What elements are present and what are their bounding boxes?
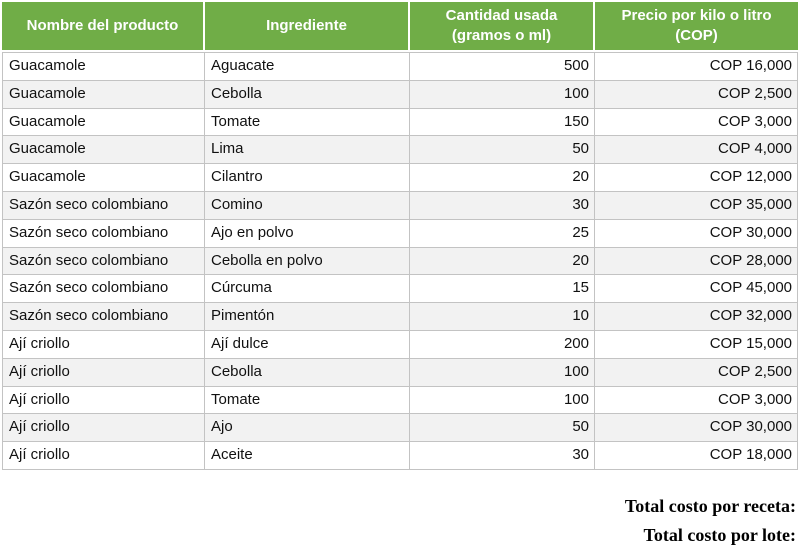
cell-ingrediente: Cebolla	[205, 80, 410, 108]
cell-producto: Guacamole	[3, 53, 205, 80]
cell-ingrediente: Pimentón	[205, 303, 410, 330]
cell-precio: COP 35,000	[709, 195, 792, 213]
cell-cantidad: 10	[410, 303, 595, 330]
total-receta-label: Total costo por receta:	[624, 496, 796, 516]
table-row: Sazón seco colombiano Pimentón 10 COP 32…	[3, 303, 797, 331]
table-row: Ají criollo Ajo 50 COP 30,000	[3, 414, 797, 443]
cell-ingrediente: Tomate	[205, 108, 410, 136]
cell-precio: COP 15,000	[709, 334, 792, 352]
cell-producto: Sazón seco colombiano	[3, 219, 205, 247]
cell-cantidad: 30	[410, 442, 595, 469]
cell-cantidad: 15	[410, 275, 595, 303]
column-header-precio: Precio por kilo o litro (COP)	[595, 2, 798, 50]
cell-precio: COP 4,000	[718, 140, 792, 158]
cell-precio: COP 12,000	[709, 168, 792, 186]
table-row: Guacamole Aguacate 500 COP 16,000	[3, 53, 797, 81]
cell-ingrediente: Cebolla en polvo	[205, 247, 410, 275]
cell-cantidad: 100	[410, 386, 595, 414]
table-body: Guacamole Aguacate 500 COP 16,000 Guacam…	[2, 52, 798, 470]
cell-ingrediente: Cebolla	[205, 358, 410, 386]
cell-cantidad: 50	[410, 136, 595, 164]
cell-cantidad: 25	[410, 219, 595, 247]
table-row: Ají criollo Tomate 100 COP 3,000	[3, 386, 797, 415]
table-row: Sazón seco colombiano Ajo en polvo 25 CO…	[3, 219, 797, 248]
cell-cantidad: 100	[410, 358, 595, 386]
table-row: Guacamole Tomate 150 COP 3,000	[3, 108, 797, 137]
cell-precio: COP 28,000	[709, 251, 792, 269]
cell-cantidad: 30	[410, 191, 595, 219]
cell-producto: Sazón seco colombiano	[3, 191, 205, 219]
cell-cantidad: 100	[410, 80, 595, 108]
cell-producto: Sazón seco colombiano	[3, 247, 205, 275]
cell-cantidad: 150	[410, 108, 595, 136]
column-header-ingrediente: Ingrediente	[205, 2, 410, 50]
total-lote-label: Total costo por lote:	[643, 525, 797, 545]
cell-producto: Sazón seco colombiano	[3, 275, 205, 303]
cell-precio: COP 16,000	[709, 57, 792, 74]
table-row: Guacamole Cebolla 100 COP 2,500	[3, 80, 797, 109]
column-header-cantidad: Cantidad usada (gramos o ml)	[410, 2, 595, 50]
table-row: Sazón seco colombiano Cúrcuma 15 COP 45,…	[3, 275, 797, 304]
cell-producto: Ají criollo	[3, 386, 205, 414]
cell-precio: COP 30,000	[709, 223, 792, 241]
table-header-row: Nombre del producto Ingrediente Cantidad…	[2, 2, 798, 50]
cell-producto: Sazón seco colombiano	[3, 303, 205, 330]
table-row: Ají criollo Aceite 30 COP 18,000	[3, 442, 797, 470]
cell-ingrediente: Cilantro	[205, 164, 410, 191]
cell-producto: Ají criollo	[3, 414, 205, 442]
table-row: Sazón seco colombiano Comino 30 COP 35,0…	[3, 191, 797, 220]
cell-producto: Guacamole	[3, 164, 205, 191]
column-header-producto: Nombre del producto	[2, 2, 205, 50]
cell-precio: COP 2,500	[718, 362, 792, 380]
cell-cantidad: 500	[410, 53, 595, 80]
cell-producto: Ají criollo	[3, 330, 205, 358]
cell-producto: Guacamole	[3, 80, 205, 108]
cell-ingrediente: Ají dulce	[205, 330, 410, 358]
table-row: Ají criollo Ají dulce 200 COP 15,000	[3, 330, 797, 359]
cell-producto: Guacamole	[3, 136, 205, 164]
table-row: Sazón seco colombiano Cebolla en polvo 2…	[3, 247, 797, 276]
cell-cantidad: 200	[410, 330, 595, 358]
cell-ingrediente: Aguacate	[205, 53, 410, 80]
table-row: Guacamole Cilantro 20 COP 12,000	[3, 164, 797, 192]
cell-precio: COP 30,000	[709, 418, 792, 436]
cell-precio: COP 45,000	[709, 279, 792, 297]
cell-ingrediente: Ajo en polvo	[205, 219, 410, 247]
cell-ingrediente: Lima	[205, 136, 410, 164]
cell-cantidad: 50	[410, 414, 595, 442]
cell-ingrediente: Aceite	[205, 442, 410, 469]
table-row: Guacamole Lima 50 COP 4,000	[3, 136, 797, 165]
cell-precio: COP 3,000	[718, 390, 792, 408]
cell-precio: COP 2,500	[718, 84, 792, 102]
cell-ingrediente: Ajo	[205, 414, 410, 442]
totals-block: Total costo por receta: Total costo por …	[625, 492, 796, 547]
cell-cantidad: 20	[410, 164, 595, 191]
cell-ingrediente: Tomate	[205, 386, 410, 414]
cell-precio: COP 3,000	[718, 112, 792, 130]
cell-producto: Guacamole	[3, 108, 205, 136]
cell-ingrediente: Comino	[205, 191, 410, 219]
cell-precio: COP 32,000	[709, 307, 792, 325]
cell-producto: Ají criollo	[3, 358, 205, 386]
cell-ingrediente: Cúrcuma	[205, 275, 410, 303]
table-row: Ají criollo Cebolla 100 COP 2,500	[3, 358, 797, 387]
cell-producto: Ají criollo	[3, 442, 205, 469]
cell-cantidad: 20	[410, 247, 595, 275]
cell-precio: COP 18,000	[709, 446, 792, 464]
